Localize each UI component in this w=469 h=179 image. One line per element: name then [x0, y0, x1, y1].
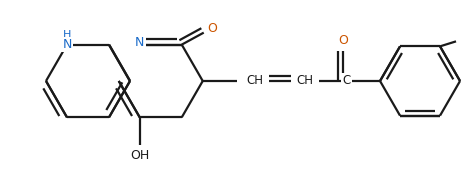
Text: OH: OH [130, 149, 149, 162]
Text: CH: CH [296, 74, 313, 88]
Text: H: H [63, 30, 71, 40]
Text: CH: CH [246, 74, 263, 88]
Text: N: N [62, 38, 72, 51]
Text: C: C [343, 74, 351, 88]
Text: N: N [135, 36, 144, 49]
Text: O: O [207, 22, 217, 35]
Text: O: O [338, 35, 348, 47]
